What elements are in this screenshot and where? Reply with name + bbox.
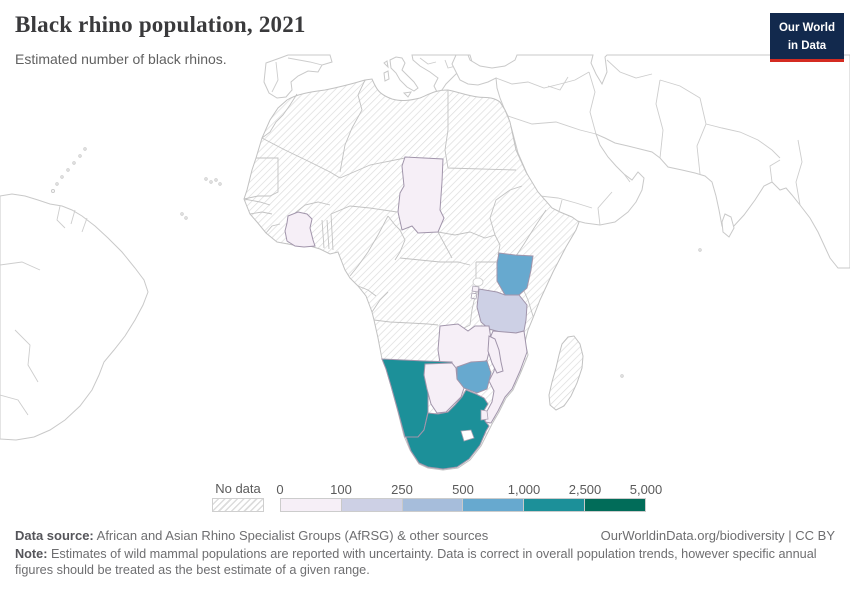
country-chad[interactable] [397,156,445,234]
note-text: Estimates of wild mammal populations are… [15,547,817,578]
data-source-line: Data source: African and Asian Rhino Spe… [15,528,488,543]
no-data-swatch[interactable] [212,498,264,512]
page-title: Black rhino population, 2021 [15,12,306,37]
caribbean-islands [51,147,87,193]
legend-tick-label: 250 [391,482,413,497]
legend-tick-label: 1,000 [507,482,541,497]
owid-logo-line1: Our World [778,22,835,34]
country-cote-divoire[interactable] [284,211,316,248]
atlantic-islands [180,177,222,220]
country-malawi[interactable] [487,335,504,374]
legend-swatch[interactable] [281,499,341,511]
legend-tick-labels: 0 100 250 500 1,000 2,500 5,000 [276,482,662,497]
legend-tick-label: 5,000 [629,482,663,497]
owid-logo[interactable]: Our World in Data [770,13,844,62]
footnote: Note: Estimates of wild mammal populatio… [15,546,817,579]
data-source-text: African and Asian Rhino Specialist Group… [93,528,489,543]
legend-tick-label: 100 [330,482,352,497]
africa[interactable] [243,78,584,471]
legend-swatch[interactable] [523,499,585,511]
chart-footer: Data source: African and Asian Rhino Spe… [15,528,835,579]
legend-swatch[interactable] [340,499,402,511]
country-botswana[interactable] [423,362,465,414]
legend-tick-label: 0 [276,482,284,497]
country-lesotho[interactable] [460,429,475,442]
legend-swatch[interactable] [584,499,645,511]
legend-swatch[interactable] [462,499,524,511]
country-eswatini[interactable] [480,409,489,421]
south-america [0,193,149,441]
legend-no-data[interactable]: No data [212,482,264,512]
legend-swatch[interactable] [401,499,463,511]
page-subtitle: Estimated number of black rhinos. [15,51,227,67]
data-source-label: Data source: [15,528,94,543]
note-label: Note: [15,547,48,561]
country-burundi[interactable] [470,292,478,300]
legend-colorbar: 0 100 250 500 1,000 2,500 5,000 [276,482,662,512]
legend-swatches [280,498,646,512]
indian-ocean-islands [563,248,702,378]
country-rwanda[interactable] [471,285,480,293]
legend-tick-label: 2,500 [568,482,602,497]
country-madagascar[interactable] [548,335,584,411]
country-south-africa[interactable] [405,389,490,470]
owid-logo-line2: in Data [787,40,827,52]
legend-tick-label: 500 [452,482,474,497]
owid-link[interactable]: OurWorldinData.org/biodiversity | CC BY [600,528,835,543]
lake-victoria [472,277,484,287]
no-data-label: No data [215,481,261,496]
country-zimbabwe[interactable] [456,360,492,394]
country-kenya[interactable] [496,252,534,296]
